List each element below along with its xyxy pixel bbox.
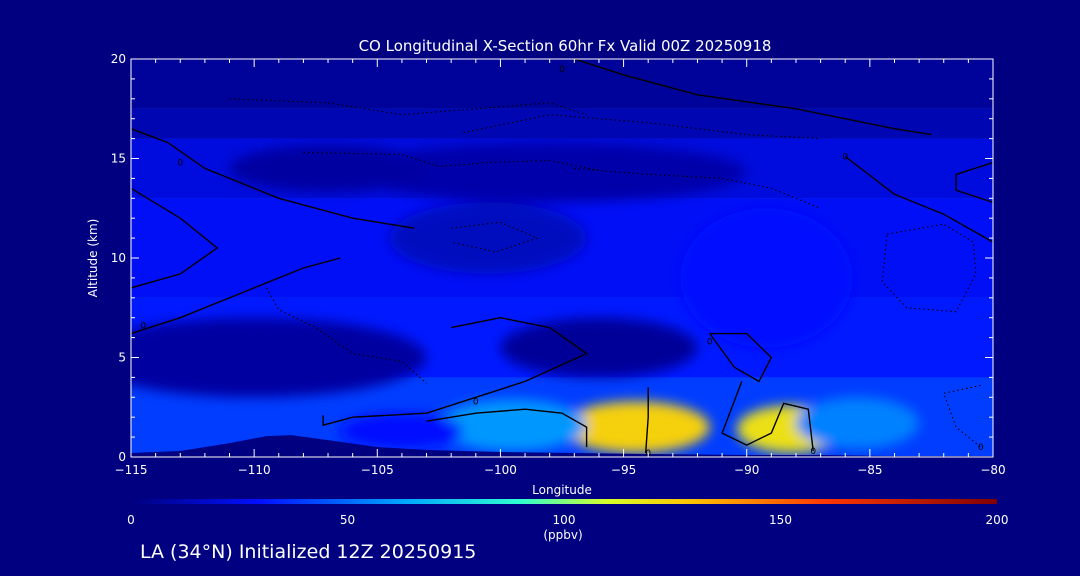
contour-solid-2 xyxy=(131,257,341,335)
colorbar-tick-label-1: 50 xyxy=(340,513,355,527)
x-tick-label-6: −85 xyxy=(857,463,882,477)
contour-dotted-3 xyxy=(574,167,821,209)
x-tick-label-5: −90 xyxy=(734,463,759,477)
x-tick-label-1: −110 xyxy=(238,463,271,477)
colorbar-tick-label-0: 0 xyxy=(127,513,135,527)
contour-dotted-7 xyxy=(942,384,982,448)
contour-dotted-0 xyxy=(229,98,587,116)
contour-dotted-6 xyxy=(881,223,977,313)
y-tick-label-2: 10 xyxy=(111,251,126,265)
x-axis: −115 −110 −105 −100 −95 −90 −85 −80 xyxy=(115,59,1006,477)
x-tick-label-2: −105 xyxy=(361,463,394,477)
field-blob-2 xyxy=(438,399,587,452)
colorbar-tick-label-3: 150 xyxy=(769,513,792,527)
x-tick-label-7: −80 xyxy=(980,463,1005,477)
contour-lines: 000000000 xyxy=(131,59,993,457)
chart-title: CO Longitudinal X-Section 60hr Fx Valid … xyxy=(359,37,772,55)
contour-label-1: 0 xyxy=(140,322,146,332)
contour-label-6: 0 xyxy=(842,153,848,163)
colorbar-tick-label-4: 200 xyxy=(986,513,1009,527)
contour-solid-0 xyxy=(131,128,415,229)
contour-solid-5 xyxy=(645,387,649,454)
field-blob-8 xyxy=(352,142,747,203)
x-tick-label-4: −95 xyxy=(611,463,636,477)
field-blob-11 xyxy=(500,317,698,378)
x-tick-label-0: −115 xyxy=(115,463,148,477)
y-axis: 0 5 10 15 20 xyxy=(111,52,993,464)
y-tick-label-1: 5 xyxy=(118,351,126,365)
field-blob-10 xyxy=(131,317,427,398)
contour-label-2: 0 xyxy=(473,397,479,407)
contour-dotted-4 xyxy=(451,221,539,253)
contour-solid-6 xyxy=(709,332,773,383)
contour-solid-7 xyxy=(721,381,814,452)
field-band-1 xyxy=(131,108,993,139)
y-axis-label: Altitude (km) xyxy=(86,219,100,298)
field-blob-6 xyxy=(680,208,853,348)
contour-label-3: 0 xyxy=(559,65,565,75)
contour-dotted-1 xyxy=(463,114,821,140)
field-blob-1 xyxy=(562,401,710,454)
x-tick-label-3: −100 xyxy=(484,463,517,477)
x-axis-label: Longitude xyxy=(532,483,592,497)
contour-solid-9 xyxy=(844,155,993,243)
co-field xyxy=(131,59,993,457)
contour-solid-8 xyxy=(574,59,932,136)
terrain xyxy=(131,435,993,457)
contour-solid-3 xyxy=(322,316,589,427)
field-blobs xyxy=(131,142,920,454)
contour-solid-1 xyxy=(131,187,219,289)
contour-label-8: 0 xyxy=(978,443,984,453)
contour-dotted-5 xyxy=(266,287,427,384)
y-tick-label-4: 20 xyxy=(111,52,126,66)
colorbar xyxy=(131,499,997,504)
plot-area: 000000000 xyxy=(131,59,993,457)
y-tick-label-0: 0 xyxy=(118,450,126,464)
colorbar-ticks: 0 50 100 150 200 xyxy=(127,513,1008,527)
field-blob-7 xyxy=(389,202,587,274)
contour-label-7: 0 xyxy=(810,447,816,457)
caption: LA (34°N) Initialized 12Z 20250915 xyxy=(140,541,477,563)
field-blob-4 xyxy=(340,413,464,450)
colorbar-tick-label-2: 100 xyxy=(553,513,576,527)
contour-label-5: 0 xyxy=(707,338,713,348)
contour-solid-4 xyxy=(426,408,588,448)
y-tick-label-3: 15 xyxy=(111,152,126,166)
contour-dotted-2 xyxy=(303,151,600,171)
field-blob-3 xyxy=(795,397,920,450)
colorbar-unit-label: (ppbv) xyxy=(543,528,582,542)
contour-solid-10 xyxy=(955,161,993,203)
field-blob-9 xyxy=(229,144,427,193)
contour-label-0: 0 xyxy=(177,158,183,168)
